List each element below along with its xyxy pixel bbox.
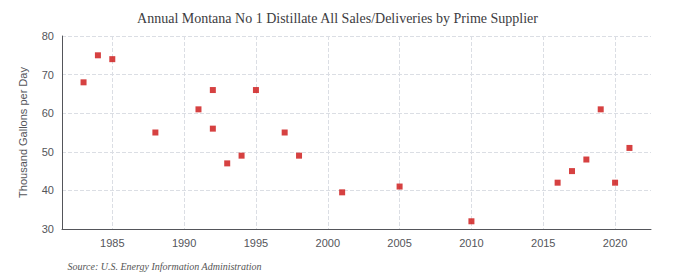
svg-text:1990: 1990 <box>172 237 196 249</box>
svg-text:2010: 2010 <box>459 237 483 249</box>
svg-text:1995: 1995 <box>244 237 268 249</box>
svg-text:80: 80 <box>42 30 54 42</box>
svg-text:2005: 2005 <box>387 237 411 249</box>
svg-text:2000: 2000 <box>316 237 340 249</box>
svg-text:30: 30 <box>42 223 54 235</box>
svg-text:2015: 2015 <box>531 237 555 249</box>
svg-text:2020: 2020 <box>603 237 627 249</box>
svg-text:Annual Montana No 1 Distillate: Annual Montana No 1 Distillate All Sales… <box>137 11 538 26</box>
svg-text:Thousand Gallons per Day: Thousand Gallons per Day <box>17 67 29 198</box>
svg-text:Source: U.S. Energy Informatio: Source: U.S. Energy Information Administ… <box>68 261 262 272</box>
svg-text:60: 60 <box>42 107 54 119</box>
svg-text:70: 70 <box>42 69 54 81</box>
svg-text:1985: 1985 <box>100 237 124 249</box>
svg-text:50: 50 <box>42 146 54 158</box>
svg-text:40: 40 <box>42 184 54 196</box>
